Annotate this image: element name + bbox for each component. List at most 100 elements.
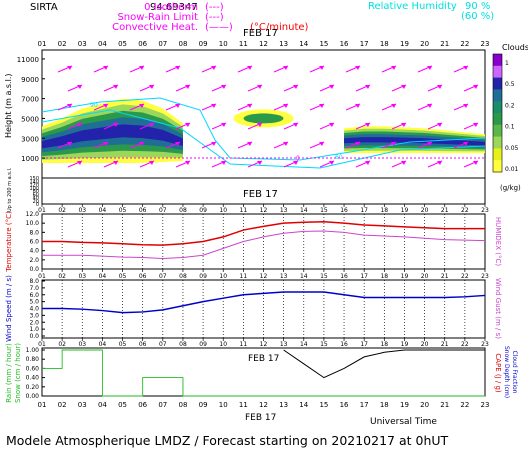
- hour-label: 01: [38, 341, 46, 348]
- colorbar-band: [493, 124, 502, 138]
- y-axis-label-right: Wind Gust (m / s): [494, 278, 502, 339]
- wind-arrow-head: [355, 104, 360, 108]
- legend-left: 0 Isotherm (---) Snow-Rain Limit (---) Conve…: [112, 2, 308, 33]
- hour-label: 01: [38, 273, 46, 280]
- legend-label: Relative Humidity: [368, 1, 457, 12]
- footer-title: Modele Atmospherique LMDZ / Forecast sta…: [6, 433, 449, 448]
- wind-arrow-head: [427, 142, 432, 146]
- colorbar-band: [493, 101, 502, 114]
- y-tick-label: 0.0: [29, 266, 39, 273]
- wind-arrow-head: [211, 142, 216, 146]
- hour-label: 15: [320, 207, 328, 214]
- wind-arrow-head: [67, 104, 72, 108]
- hour-label: 10: [219, 341, 227, 348]
- wind-arrow-head: [113, 123, 118, 127]
- wind-arrow-head: [149, 85, 154, 89]
- hour-label: 08: [179, 341, 187, 348]
- wind-arrow-head: [293, 161, 298, 165]
- hour-label: 21: [441, 207, 449, 214]
- top-hour-axis: 01 02 03 04 05 06 07 08 09 10 11 12 13 14 15 16 17 18 19 20…: [38, 40, 490, 48]
- hour-label: 07: [159, 341, 167, 348]
- y-axis-label-right-2: Snow Depth (cm): [503, 346, 510, 398]
- hour-label: 10: [219, 273, 227, 280]
- hour-label: 01: [38, 40, 47, 48]
- wind-arrow-head: [365, 161, 370, 165]
- wind-arrow-head: [103, 142, 108, 146]
- hour-label: 03: [78, 341, 86, 348]
- series: [42, 221, 486, 397]
- isotherm-label: 0: [296, 155, 300, 162]
- y-tick-label: 5000: [21, 115, 39, 123]
- cloud-patch: [243, 113, 284, 124]
- axes: 1100090007000500030001000150140120100806…: [4, 56, 518, 403]
- colorbar-band: [493, 77, 502, 90]
- wind-arrow-head: [175, 66, 180, 70]
- colorbar-title: Clouds: [502, 43, 528, 52]
- hour-label: 13: [279, 40, 288, 48]
- hour-label: 09: [199, 273, 207, 280]
- y-tick-label: 7.0: [29, 285, 39, 292]
- y-tick-label: 120: [29, 183, 39, 189]
- wind-arrow-head: [175, 104, 180, 108]
- hour-label: 09: [199, 341, 207, 348]
- wind-arrow-head: [139, 66, 144, 70]
- hour-label: 20: [421, 207, 429, 214]
- grid: 01 02 03 04 05 06 07 08 09 10 11 12 13 14 15 16 17 18 19 20…: [38, 204, 489, 409]
- hour-label: 19: [400, 40, 409, 48]
- wind-arrow-head: [77, 85, 82, 89]
- hour-label: 05: [119, 273, 127, 280]
- y-axis-label: Temperature (°C): [5, 211, 13, 273]
- hour-label: 04: [99, 273, 107, 280]
- legend-swatch: (---): [205, 12, 224, 23]
- y-tick-label: 0: [36, 202, 39, 208]
- hour-label: 11: [240, 273, 248, 280]
- hour-label: 19: [401, 341, 409, 348]
- hour-label: 21: [440, 40, 449, 48]
- colorbar-band: [493, 113, 502, 126]
- series-line: [42, 349, 485, 397]
- y-axis-label: Height (m a.s.l.): [4, 74, 13, 139]
- hour-label: 06: [138, 40, 147, 48]
- hour-label: 16: [340, 207, 348, 214]
- hour-label: 08: [179, 273, 187, 280]
- wind-arrow-head: [221, 123, 226, 127]
- wind-arrow-head: [139, 104, 144, 108]
- wind-arrow-head: [149, 123, 154, 127]
- hour-label: 06: [139, 207, 147, 214]
- hour-label: 07: [158, 401, 167, 409]
- wind-arrow-head: [67, 66, 72, 70]
- wind-arrow-head: [391, 104, 396, 108]
- colorbar: Clouds 1 0.5 0.2 0.1 0.05 0.01 (g/kg): [492, 43, 528, 192]
- hour-label: 12: [260, 273, 268, 280]
- wind-arrow-head: [365, 123, 370, 127]
- hour-label: 18: [380, 273, 388, 280]
- hour-label: 04: [98, 401, 107, 409]
- hour-label: 11: [239, 40, 248, 48]
- wind-arrow-head: [329, 85, 334, 89]
- y-tick-label: 4.0: [29, 306, 39, 313]
- colorbar-tick: 0.5: [505, 81, 515, 88]
- date-label-precip: FEB 17: [248, 354, 279, 364]
- y-tick-label: 0.40: [26, 375, 40, 382]
- y-tick-label: 1.0: [29, 326, 39, 333]
- y-tick-label: 10.0: [26, 220, 40, 227]
- legend-unit: (°C/minute): [250, 22, 309, 33]
- hour-label: 15: [320, 341, 328, 348]
- wind-arrow-head: [221, 161, 226, 165]
- humidity-contour-90: [41, 97, 486, 161]
- date-label-mid: FEB 17: [243, 189, 278, 200]
- wind-arrow-head: [427, 104, 432, 108]
- hour-label: 23: [481, 207, 489, 214]
- wind-arrow-head: [319, 66, 324, 70]
- hour-label: 20: [421, 273, 429, 280]
- colorbar-tick: 0.01: [505, 166, 519, 173]
- hour-label: 12: [259, 40, 268, 48]
- wind-arrow-head: [365, 85, 370, 89]
- hour-label: 17: [360, 207, 368, 214]
- y-axis-label-right: HUMIDEX (°C): [494, 217, 502, 266]
- hour-label: 03: [78, 207, 86, 214]
- hour-label: 14: [299, 401, 308, 409]
- hour-label: 06: [139, 273, 147, 280]
- colorbar-tick: 0.1: [505, 124, 515, 131]
- wind-arrow-head: [103, 66, 108, 70]
